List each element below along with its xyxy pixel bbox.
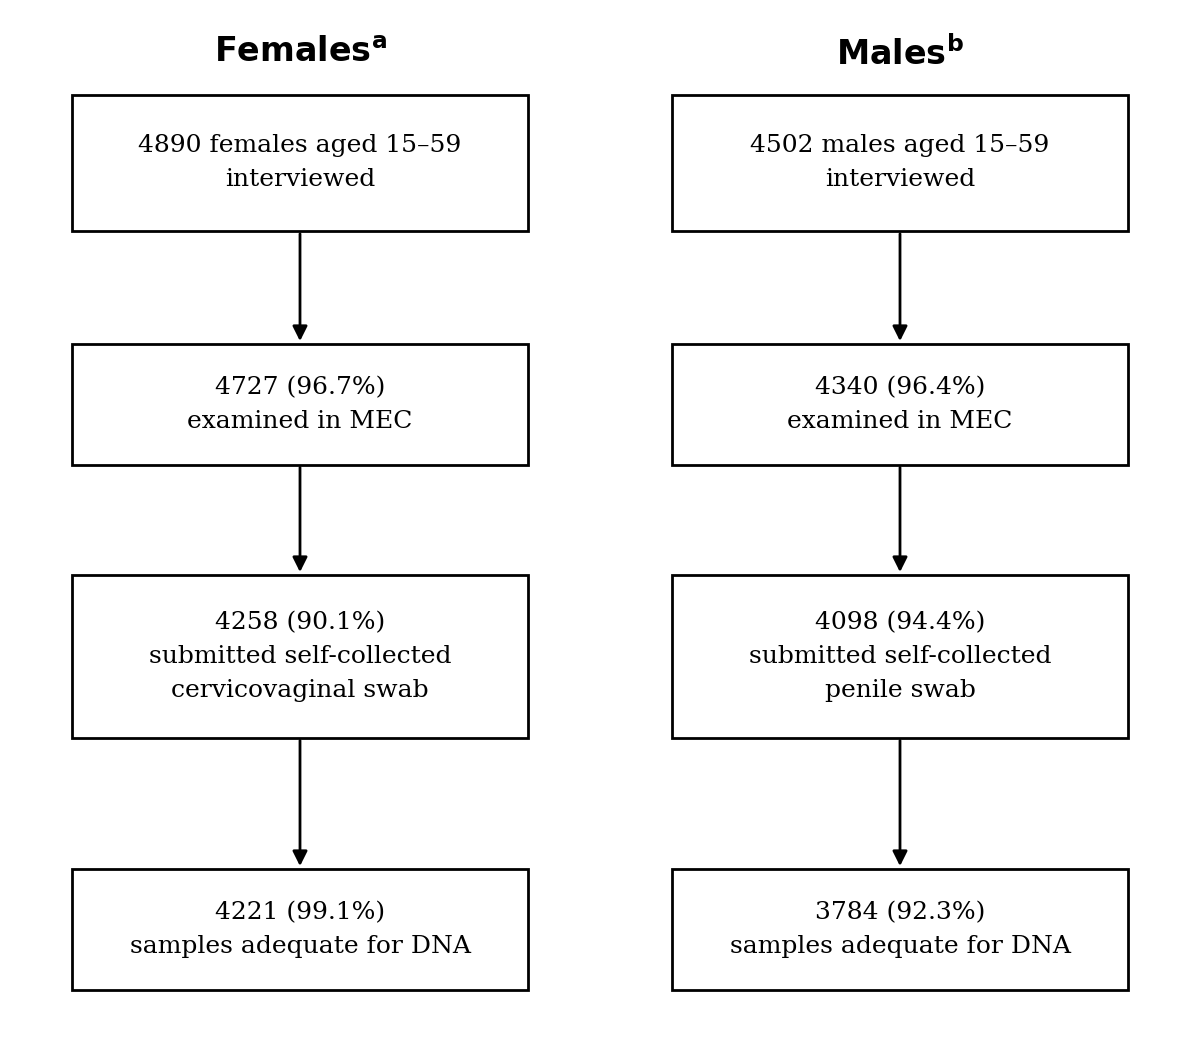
FancyBboxPatch shape [72, 94, 528, 231]
Text: 4221 (99.1%)
samples adequate for DNA: 4221 (99.1%) samples adequate for DNA [130, 901, 470, 958]
FancyBboxPatch shape [72, 344, 528, 464]
Text: 4098 (94.4%)
submitted self-collected
penile swab: 4098 (94.4%) submitted self-collected pe… [749, 611, 1051, 701]
Text: $\mathbf{Males}^{\mathbf{b}}$: $\mathbf{Males}^{\mathbf{b}}$ [836, 37, 964, 72]
Text: 4340 (96.4%)
examined in MEC: 4340 (96.4%) examined in MEC [787, 376, 1013, 433]
Text: $\mathbf{Females}^{\mathbf{a}}$: $\mathbf{Females}^{\mathbf{a}}$ [214, 37, 386, 68]
FancyBboxPatch shape [672, 869, 1128, 989]
Text: 4258 (90.1%)
submitted self-collected
cervicovaginal swab: 4258 (90.1%) submitted self-collected ce… [149, 611, 451, 701]
Text: 3784 (92.3%)
samples adequate for DNA: 3784 (92.3%) samples adequate for DNA [730, 901, 1070, 958]
FancyBboxPatch shape [672, 575, 1128, 737]
FancyBboxPatch shape [72, 869, 528, 989]
FancyBboxPatch shape [72, 575, 528, 737]
Text: 4502 males aged 15–59
interviewed: 4502 males aged 15–59 interviewed [750, 134, 1050, 191]
Text: 4890 females aged 15–59
interviewed: 4890 females aged 15–59 interviewed [138, 134, 462, 191]
FancyBboxPatch shape [672, 344, 1128, 464]
Text: 4727 (96.7%)
examined in MEC: 4727 (96.7%) examined in MEC [187, 376, 413, 433]
FancyBboxPatch shape [672, 94, 1128, 231]
